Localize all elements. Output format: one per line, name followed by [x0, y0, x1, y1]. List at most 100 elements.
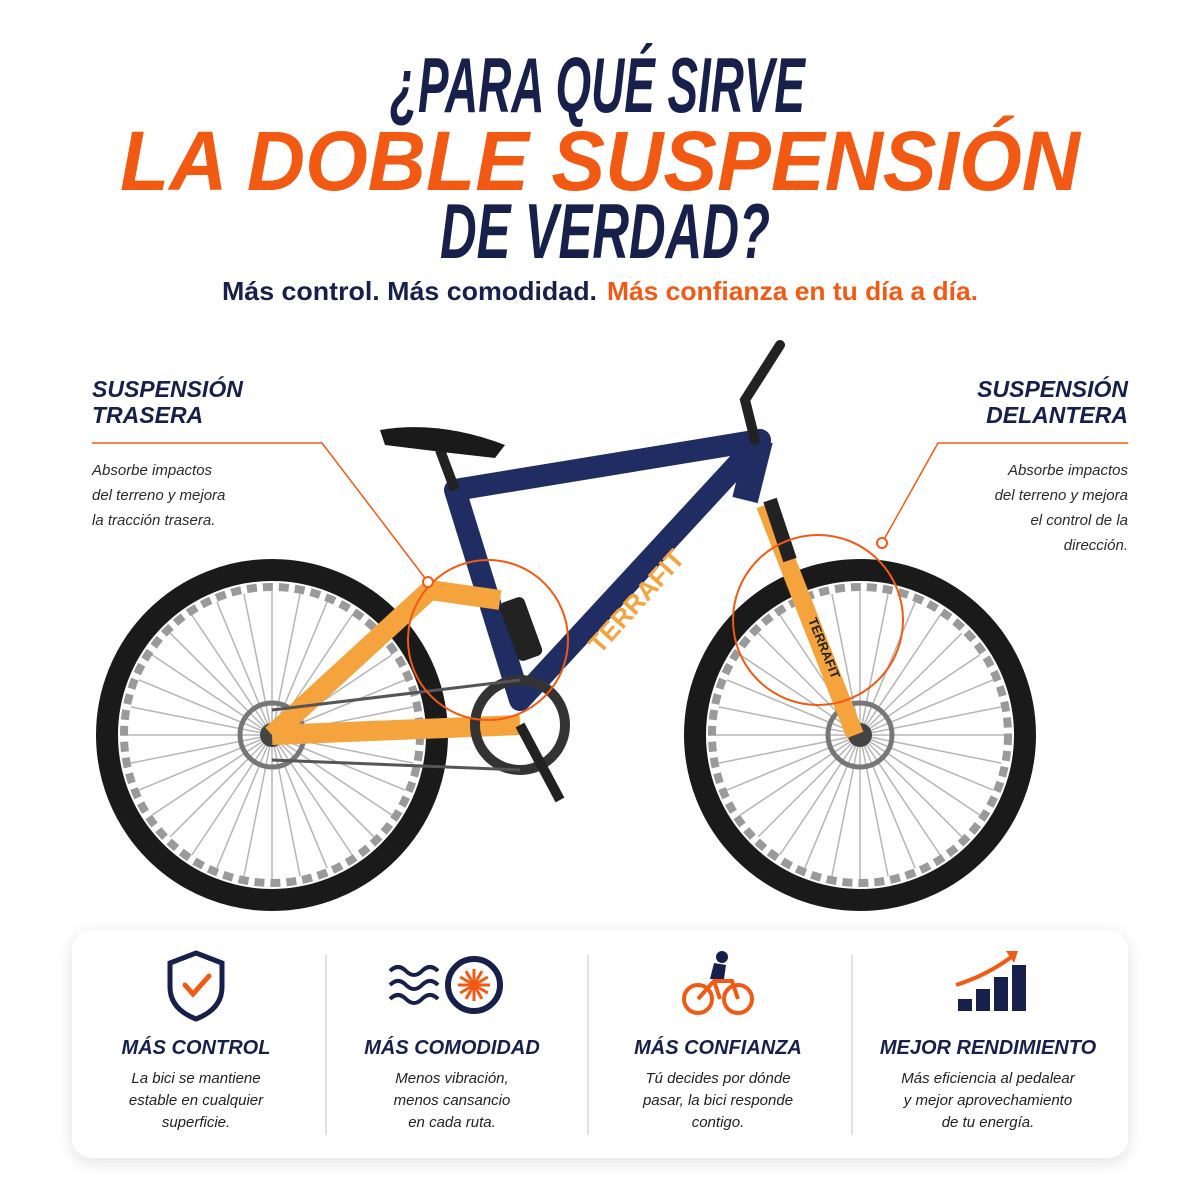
- spoke: [859, 632, 963, 736]
- spoke: [271, 734, 353, 856]
- c-head: [716, 951, 728, 963]
- seat-post: [435, 448, 460, 492]
- title-line-3: DE VERDAD?: [440, 187, 770, 275]
- wave: [388, 993, 440, 1005]
- feature-text: Menos vibración,: [395, 1070, 508, 1087]
- spoke: [191, 614, 273, 736]
- spoke: [271, 734, 375, 838]
- arrow-head: [1006, 951, 1018, 963]
- feature-text: Tú decides por dónde: [645, 1070, 790, 1087]
- title-line-1: ¿PARA QUÉ SIRVE: [390, 41, 806, 129]
- sun-ray: [464, 989, 473, 1000]
- feature-text: en cada ruta.: [408, 1114, 496, 1131]
- c-body: [710, 963, 726, 979]
- callout-dot: [876, 537, 888, 549]
- crank: [515, 722, 565, 803]
- spoke: [130, 734, 273, 764]
- sun-ray: [459, 986, 470, 995]
- spoke: [243, 593, 273, 736]
- feature-title: MÁS COMODIDAD: [364, 1036, 540, 1059]
- spoke: [271, 734, 328, 869]
- handlebar: [739, 340, 785, 445]
- spoke: [271, 601, 328, 736]
- spoke: [138, 679, 273, 736]
- spoke: [718, 734, 861, 764]
- spoke: [859, 734, 981, 816]
- callout-title: TRASERA: [92, 402, 203, 428]
- subtitle-part-2: Más confianza en tu día a día.: [607, 276, 978, 306]
- feature-text: estable en cualquier: [129, 1092, 264, 1109]
- feature-title: MÁS CONFIANZA: [634, 1036, 802, 1059]
- spoke: [169, 632, 273, 736]
- spoke: [726, 679, 861, 736]
- spoke: [151, 654, 273, 736]
- bar-icon: [1012, 965, 1026, 1011]
- spoke: [831, 734, 861, 877]
- shield: [167, 950, 225, 1022]
- disc: [825, 700, 895, 770]
- sun-ray: [478, 986, 489, 995]
- rear-shock: [499, 597, 543, 661]
- bar-icon: [976, 989, 990, 1011]
- saddle: [380, 427, 505, 458]
- c-wheel: [722, 983, 754, 1015]
- sun-ray: [464, 970, 473, 981]
- feature-text: contigo.: [692, 1114, 745, 1131]
- spoke: [859, 654, 981, 736]
- feature-text: superficie.: [162, 1114, 230, 1131]
- spoke: [130, 706, 273, 736]
- spoke: [169, 734, 273, 838]
- spoke: [191, 734, 273, 856]
- spoke: [859, 734, 994, 791]
- spoke: [859, 734, 916, 869]
- callout-text: la tracción trasera.: [92, 512, 215, 529]
- callout-text: el control de la: [1030, 512, 1128, 529]
- c-frame: [696, 979, 740, 1001]
- callout-line: [881, 442, 1128, 544]
- callout-circle: [732, 534, 904, 706]
- spoke: [726, 734, 861, 791]
- spoke: [859, 734, 1002, 764]
- bar-icon: [994, 977, 1008, 1011]
- spoke: [859, 734, 941, 856]
- sun-ray: [459, 975, 470, 984]
- spoke: [138, 734, 273, 791]
- sun-core: [468, 979, 480, 991]
- spoke: [859, 706, 1002, 736]
- rim: [708, 583, 1012, 887]
- callout-title: SUSPENSIÓN: [92, 375, 243, 402]
- spoke: [216, 734, 273, 869]
- wave: [388, 979, 440, 991]
- spoke: [859, 614, 941, 736]
- chain: [271, 678, 521, 772]
- feature-text: La bici se mantiene: [131, 1070, 260, 1087]
- spoke: [271, 734, 301, 877]
- spoke: [804, 734, 861, 869]
- check: [182, 973, 212, 998]
- subtitle-part-1: Más control. Más comodidad.: [222, 276, 597, 306]
- feature-text: Más eficiencia al pedalear: [901, 1070, 1075, 1087]
- callout-text: del terreno y mejora: [995, 487, 1128, 504]
- title-line-2: LA DOBLE SUSPENSIÓN: [120, 114, 1082, 208]
- c-wheel: [682, 983, 714, 1015]
- icon-comfort: [388, 956, 503, 1014]
- feature-text: pasar, la bici responde: [642, 1092, 793, 1109]
- callout-circle: [407, 559, 569, 721]
- icon-chart: [955, 951, 1026, 1011]
- spoke: [271, 734, 393, 816]
- callout-line: [92, 442, 429, 583]
- callout-title: DELANTERA: [986, 402, 1128, 428]
- spoke: [216, 601, 273, 736]
- callout-text: Absorbe impactos: [91, 462, 213, 479]
- callout-text: Absorbe impactos: [1007, 462, 1129, 479]
- spoke: [151, 734, 273, 816]
- feature-card: [72, 930, 1128, 1158]
- arrow: [955, 953, 1016, 987]
- wheel-icon: [445, 956, 503, 1014]
- tire: [684, 559, 1036, 911]
- feature-text: y mejor aprovechamiento: [903, 1092, 1072, 1109]
- spoke: [243, 734, 273, 877]
